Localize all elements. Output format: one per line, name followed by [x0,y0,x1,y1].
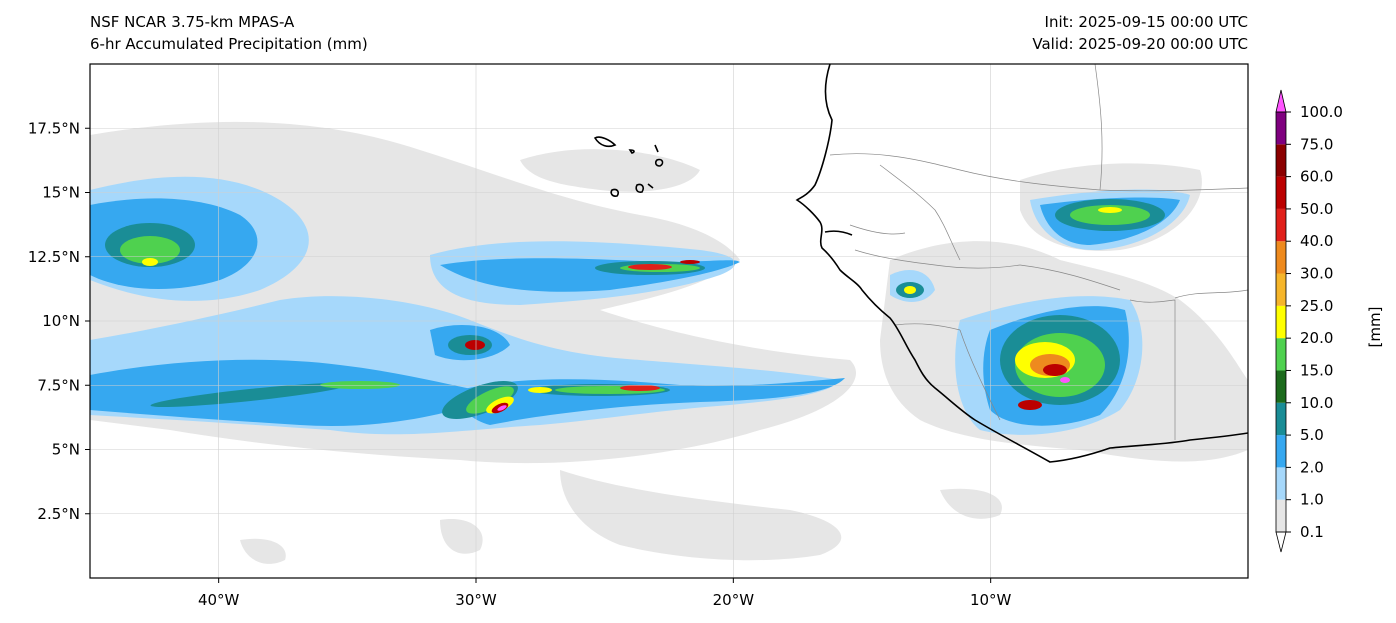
colorbar-level-label: 50.0 [1300,200,1333,218]
lat-tick-label: 10°N [42,312,80,330]
colorbar-segment [1276,338,1286,371]
map-panel [90,64,1248,578]
colorbar-segment [1276,435,1286,468]
lon-tick-label: 40°W [198,591,240,609]
colorbar-segment [1276,176,1286,209]
field-title: 6-hr Accumulated Precipitation (mm) [90,35,368,53]
colorbar-unit-label: [mm] [1366,307,1384,348]
model-title: NSF NCAR 3.75-km MPAS-A [90,13,295,31]
time-block: Init: 2025-09-15 00:00 UTC Valid: 2025-0… [1032,11,1248,55]
lon-tick-label: 30°W [455,591,497,609]
lon-tick-label: 20°W [713,591,755,609]
lat-tick-label: 15°N [42,184,80,202]
colorbar-segment [1276,499,1286,532]
colorbar-extend-low [1275,531,1287,553]
colorbar-level-label: 30.0 [1300,265,1333,283]
lat-tick-label: 7.5°N [37,376,80,394]
map-grid [90,64,1248,578]
colorbar-level-label: 10.0 [1300,394,1333,412]
title-block: NSF NCAR 3.75-km MPAS-A 6-hr Accumulated… [90,11,368,55]
colorbar-segment [1276,273,1286,306]
colorbar-segment [1276,402,1286,436]
coastline [593,64,1248,463]
colorbar-level-label: 75.0 [1300,135,1333,153]
colorbar-level-label: 0.1 [1300,523,1324,541]
lat-tick-label: 5°N [52,441,80,459]
lat-tick-label: 2.5°N [37,505,80,523]
colorbar-level-label: 25.0 [1300,297,1333,315]
colorbar-level-label: 1.0 [1300,491,1324,509]
lat-tick-label: 12.5°N [28,248,80,266]
colorbar-level-label: 60.0 [1300,168,1333,186]
lon-axis: 40°W 30°W 20°W 10°W [198,578,1012,609]
colorbar-level-label: 100.0 [1300,103,1343,121]
colorbar-level-label: 2.0 [1300,458,1324,476]
colorbar-level-label: 5.0 [1300,426,1324,444]
colorbar-segment [1276,112,1286,145]
colorbar-level-label: 15.0 [1300,361,1333,379]
colorbar-segment [1276,370,1286,403]
country-borders [829,64,1248,440]
colorbar-segment [1276,241,1286,274]
lat-tick-label: 17.5°N [28,119,80,137]
colorbar-segment [1276,305,1286,339]
lon-tick-label: 10°W [970,591,1012,609]
valid-time: Valid: 2025-09-20 00:00 UTC [1032,35,1248,53]
colorbar-segment [1276,208,1286,242]
colorbar: 0.1 1.0 2.0 5.0 10.0 15.0 20.0 25.0 30.0 40.0 50.0… [1275,89,1343,553]
colorbar-segment [1276,467,1286,500]
colorbar-level-label: 40.0 [1300,232,1333,250]
colorbar-segment [1276,144,1286,177]
colorbar-level-label: 20.0 [1300,329,1333,347]
lat-axis: 17.5°N 15°N 12.5°N 10°N 7.5°N 5°N 2.5°N [28,119,90,523]
colorbar-frame [1275,111,1287,533]
colorbar-extend-high [1275,89,1287,113]
precip-core-cells [142,207,1122,414]
init-time: Init: 2025-09-15 00:00 UTC [1044,13,1248,31]
